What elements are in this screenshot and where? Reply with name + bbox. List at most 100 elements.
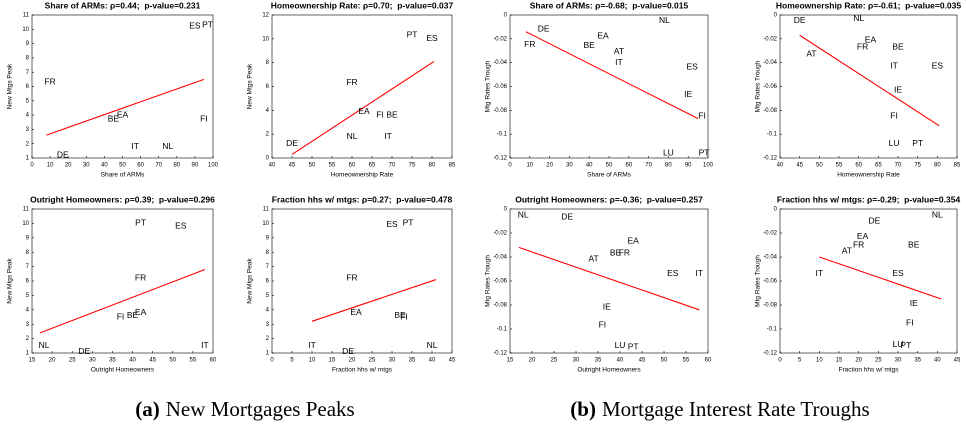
- x-tick-label: 60: [210, 358, 217, 364]
- x-tick-label: 0: [270, 358, 274, 364]
- y-tick-label: -0.1: [497, 132, 508, 138]
- caption: (a) New Mortgages Peaks: [135, 397, 354, 421]
- x-tick-label: 15: [507, 358, 514, 364]
- panel-title: Homeownership Rate: ρ=-0.61; p-value=0.0…: [776, 0, 962, 10]
- panel-title: Outright Homeowners: ρ=0.39; p-value=0.2…: [30, 194, 215, 204]
- y-tick-label: -0.02: [763, 36, 777, 42]
- point-label: PT: [407, 30, 418, 40]
- x-axis-label: Share of ARMs: [587, 172, 631, 179]
- y-tick-label: -0.08: [763, 108, 777, 114]
- x-tick-label: 60: [855, 163, 862, 169]
- y-tick-label: -0.12: [493, 156, 507, 162]
- x-tick-label: 60: [625, 163, 632, 169]
- point-label: FR: [346, 272, 357, 282]
- y-tick-label: -0.02: [493, 36, 507, 42]
- fit-line: [525, 31, 699, 120]
- x-tick-label: 40: [934, 358, 941, 364]
- y-tick-label: 9: [26, 235, 30, 241]
- y-tick-label: -0.1: [497, 327, 508, 333]
- y-tick-label: -0.08: [763, 303, 777, 309]
- point-label: EA: [865, 34, 877, 44]
- x-tick-label: 45: [149, 358, 156, 364]
- x-tick-label: 20: [529, 358, 536, 364]
- x-tick-label: 45: [639, 358, 646, 364]
- x-tick-label: 50: [661, 358, 668, 364]
- point-label: DE: [78, 346, 90, 356]
- x-tick-label: 40: [101, 163, 108, 169]
- x-tick-label: 80: [173, 163, 180, 169]
- y-tick-label: -0.06: [493, 84, 507, 90]
- x-tick-label: 70: [645, 163, 652, 169]
- y-tick-label: -0.04: [493, 60, 507, 66]
- x-tick-label: 50: [606, 163, 613, 169]
- y-tick-label: -0.06: [763, 84, 777, 90]
- point-label: IE: [684, 89, 692, 99]
- point-label: IT: [890, 60, 898, 70]
- point-label: PT: [628, 341, 639, 351]
- y-tick-label: 6: [266, 279, 270, 285]
- x-tick-label: 20: [855, 358, 862, 364]
- y-tick-label: 0: [504, 207, 508, 213]
- x-tick-label: 45: [954, 358, 961, 364]
- y-tick-label: 0: [774, 207, 778, 213]
- y-tick-label: 2: [26, 141, 30, 147]
- y-tick-label: 0: [266, 156, 270, 162]
- axes-box: [509, 208, 709, 354]
- fit-line: [46, 78, 205, 136]
- x-tick-label: 65: [875, 163, 882, 169]
- x-tick-label: 65: [369, 163, 376, 169]
- point-label: ES: [426, 33, 438, 43]
- y-tick-label: 6: [26, 279, 30, 285]
- point-label: PT: [202, 19, 213, 29]
- point-label: NL: [659, 15, 670, 25]
- x-tick-label: 80: [429, 163, 436, 169]
- y-tick-label: 0: [504, 13, 508, 19]
- x-tick-label: 90: [685, 163, 692, 169]
- x-tick-label: 35: [409, 358, 416, 364]
- point-label: PT: [403, 218, 414, 228]
- x-tick-label: 55: [836, 163, 843, 169]
- x-tick-label: 75: [914, 163, 921, 169]
- panel-title: Share of ARMs: ρ=-0.68; p-value=0.015: [530, 0, 689, 10]
- x-tick-label: 85: [954, 163, 961, 169]
- point-label: EA: [350, 307, 362, 317]
- point-label: FR: [346, 77, 357, 87]
- point-label: DE: [794, 15, 806, 25]
- point-label: AT: [842, 245, 852, 255]
- point-label: BE: [908, 239, 920, 249]
- y-tick-label: 8: [266, 60, 270, 66]
- y-axis-label: New Mtgs Peak: [7, 63, 14, 109]
- point-label: NL: [347, 131, 358, 141]
- y-tick-label: 1: [26, 351, 30, 357]
- y-tick-label: 8: [26, 250, 30, 256]
- y-tick-label: 8: [26, 55, 30, 61]
- x-tick-label: 15: [29, 358, 36, 364]
- point-label: DE: [868, 215, 880, 225]
- caption: (b) Mortgage Interest Rate Troughs: [570, 397, 869, 421]
- x-tick-label: 55: [190, 358, 197, 364]
- x-tick-label: 10: [526, 163, 533, 169]
- point-label: FR: [44, 76, 55, 86]
- point-label: IT: [615, 57, 623, 67]
- point-label: NL: [853, 13, 864, 23]
- point-label: AT: [614, 46, 624, 56]
- x-tick-label: 30: [566, 163, 573, 169]
- point-label: ES: [932, 60, 944, 70]
- point-label: BE: [394, 310, 406, 320]
- point-label: PT: [699, 147, 710, 157]
- y-axis-label: New Mtgs Peak: [247, 257, 254, 303]
- x-tick-label: 45: [796, 163, 803, 169]
- point-label: IT: [695, 268, 703, 278]
- y-tick-label: -0.02: [493, 231, 507, 237]
- x-tick-label: 0: [30, 163, 34, 169]
- point-label: EA: [857, 231, 869, 241]
- axes-box: [271, 14, 453, 159]
- axes-box: [271, 208, 453, 354]
- y-tick-label: 4: [266, 108, 270, 114]
- y-tick-label: 9: [266, 235, 270, 241]
- panel-title: Fraction hhs w/ mtgs: ρ=0.27; p-value=0.…: [272, 194, 453, 204]
- y-tick-label: 10: [22, 27, 29, 33]
- x-axis-label: Fraction hhs w/ mtgs: [839, 367, 900, 374]
- x-tick-label: 40: [777, 163, 784, 169]
- x-tick-label: 30: [573, 358, 580, 364]
